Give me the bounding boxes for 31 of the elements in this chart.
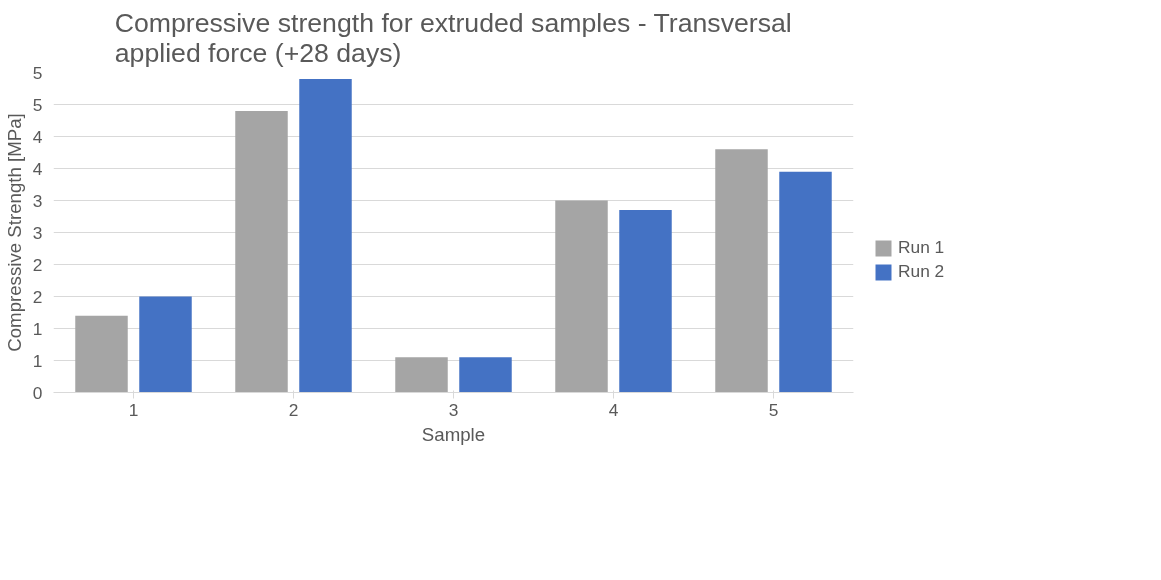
y-tick-label: 5: [32, 94, 43, 115]
legend-label: Run 1: [898, 237, 945, 258]
y-axis-title: Compressive Strength [MPa]: [3, 113, 25, 352]
y-tick-label: 0: [32, 382, 43, 403]
x-tick-label: 5: [768, 399, 779, 420]
bar: [779, 171, 832, 393]
bar: [395, 357, 448, 393]
y-tick-label: 4: [32, 126, 43, 147]
bar: [299, 78, 352, 393]
bar: [715, 149, 768, 393]
x-tick-label: 2: [288, 399, 299, 420]
bar: [75, 315, 128, 393]
y-tick-label: 1: [32, 350, 43, 371]
bar: [555, 200, 608, 393]
x-axis-title: Sample: [421, 423, 486, 445]
y-tick-label: 1: [32, 318, 43, 339]
x-tick-label: 1: [128, 399, 139, 420]
y-tick-label: 3: [32, 190, 43, 211]
y-tick-label: 5: [32, 62, 43, 83]
y-tick-label: 2: [32, 286, 43, 307]
y-tick-label: 4: [32, 158, 43, 179]
legend-label: Run 2: [898, 261, 945, 282]
x-tick-label: 4: [608, 399, 619, 420]
bar: [619, 210, 672, 393]
bar: [139, 296, 192, 393]
chart-title: Compressive strength for extruded samples - Transversal applied force (+28 days): [114, 7, 792, 68]
x-tick-label: 3: [448, 399, 459, 420]
bar: [459, 357, 512, 393]
y-tick-label: 2: [32, 254, 43, 275]
y-tick-label: 3: [32, 222, 43, 243]
bar: [235, 110, 288, 393]
